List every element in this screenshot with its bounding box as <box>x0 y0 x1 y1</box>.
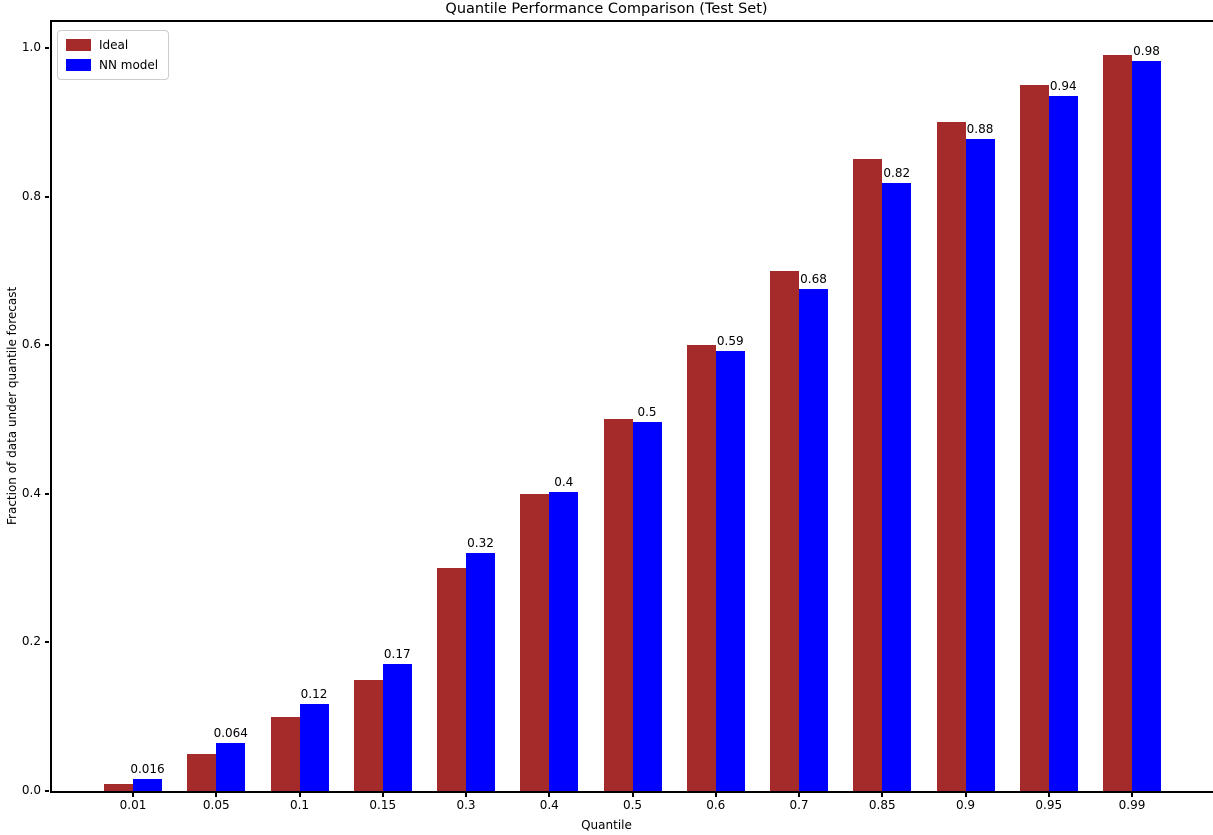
bar-value-label: 0.4 <box>554 475 574 489</box>
x-tick-mark <box>881 793 884 797</box>
legend-label-nn-model: NN model <box>99 58 159 72</box>
bar-nn-model <box>382 664 412 791</box>
y-tick-mark <box>45 641 49 644</box>
bar-ideal <box>520 494 550 791</box>
bar-ideal <box>187 754 217 791</box>
x-tick-mark <box>298 793 301 797</box>
x-tick-label: 0.95 <box>1035 798 1063 812</box>
bar-value-label: 0.98 <box>1133 44 1160 58</box>
x-tick-label: 0.01 <box>119 798 147 812</box>
bar-ideal <box>1019 85 1049 791</box>
bar-nn-model <box>1048 96 1078 791</box>
x-tick-mark <box>132 793 134 797</box>
x-tick-label: 0.4 <box>539 798 559 812</box>
bar-value-label: 0.94 <box>1049 79 1077 93</box>
bar-ideal <box>686 345 716 791</box>
x-tick-mark <box>215 793 218 797</box>
bar-nn-model <box>466 553 495 791</box>
chart-title: Quantile Performance Comparison (Test Se… <box>445 1 768 17</box>
bar-value-label: 0.32 <box>467 536 494 550</box>
bar-value-label: 0.5 <box>637 405 657 419</box>
x-tick-mark <box>798 793 800 797</box>
x-axis-label: Quantile <box>581 818 632 832</box>
x-tick-label: 0.1 <box>289 798 310 812</box>
bar-nn-model <box>216 743 246 791</box>
x-tick-mark <box>714 793 717 797</box>
x-tick-mark <box>964 793 967 797</box>
bar-ideal <box>270 717 300 791</box>
bar-nn-model <box>549 492 579 791</box>
y-tick-label: 0.6 <box>21 337 41 352</box>
bottom-spine <box>50 791 1213 793</box>
x-tick-label: 0.99 <box>1118 798 1146 812</box>
bar-ideal <box>1103 55 1132 791</box>
bar-ideal <box>603 419 633 791</box>
legend: Ideal NN model <box>57 30 170 80</box>
bar-nn-model <box>882 183 912 791</box>
y-axis-label: Fraction of data under quantile forecast <box>5 286 19 525</box>
bar-nn-model <box>299 704 329 791</box>
bar-value-label: 0.88 <box>966 122 994 136</box>
bar-value-label: 0.12 <box>300 687 328 701</box>
legend-swatch-ideal-icon <box>66 39 91 51</box>
bar-ideal <box>936 122 966 791</box>
x-tick-label: 0.7 <box>789 798 809 812</box>
x-tick-label: 0.5 <box>622 798 643 812</box>
left-spine <box>50 20 52 793</box>
bar-ideal <box>853 159 883 791</box>
y-tick-label: 0.0 <box>21 783 41 797</box>
legend-label-ideal: Ideal <box>99 38 129 52</box>
x-tick-label: 0.9 <box>955 798 976 812</box>
x-tick-mark <box>381 793 384 797</box>
bar-value-label: 0.82 <box>883 166 911 180</box>
legend-item-nn-model: NN model <box>66 58 158 72</box>
bar-value-label: 0.59 <box>716 334 744 348</box>
x-tick-mark <box>1131 793 1133 797</box>
x-tick-label: 0.15 <box>369 798 397 812</box>
bar-nn-model <box>632 422 662 791</box>
x-tick-mark <box>1047 793 1050 797</box>
y-tick-mark <box>45 47 49 49</box>
y-tick-label: 1.0 <box>21 40 41 54</box>
y-tick-mark <box>45 790 49 792</box>
x-tick-label: 0.3 <box>456 798 476 812</box>
bar-value-label: 0.016 <box>130 762 165 776</box>
y-tick-mark <box>45 344 49 347</box>
bar-ideal <box>770 271 799 791</box>
y-tick-mark <box>45 195 49 198</box>
bar-nn-model <box>133 779 162 791</box>
legend-swatch-nn-model-icon <box>66 59 91 71</box>
bar-value-label: 0.68 <box>800 272 827 286</box>
bar-ideal <box>104 784 133 791</box>
bar-value-label: 0.17 <box>383 647 411 661</box>
bar-ideal <box>437 568 466 791</box>
top-spine <box>50 20 1213 22</box>
y-tick-mark <box>45 492 49 495</box>
x-tick-label: 0.05 <box>202 798 230 812</box>
bar-nn-model <box>1132 61 1161 791</box>
y-tick-label: 0.2 <box>21 634 41 649</box>
legend-item-ideal: Ideal <box>66 38 158 52</box>
bar-nn-model <box>799 289 828 791</box>
y-tick-label: 0.4 <box>21 485 41 500</box>
bar-nn-model <box>715 351 745 791</box>
x-tick-mark <box>465 793 467 797</box>
bar-nn-model <box>965 139 995 791</box>
x-tick-label: 0.6 <box>706 798 726 812</box>
x-tick-mark <box>548 793 551 797</box>
x-tick-mark <box>631 793 634 797</box>
bar-ideal <box>353 680 383 791</box>
x-tick-label: 0.85 <box>868 798 896 812</box>
bar-value-label: 0.064 <box>213 726 248 740</box>
y-tick-label: 0.8 <box>21 188 41 203</box>
